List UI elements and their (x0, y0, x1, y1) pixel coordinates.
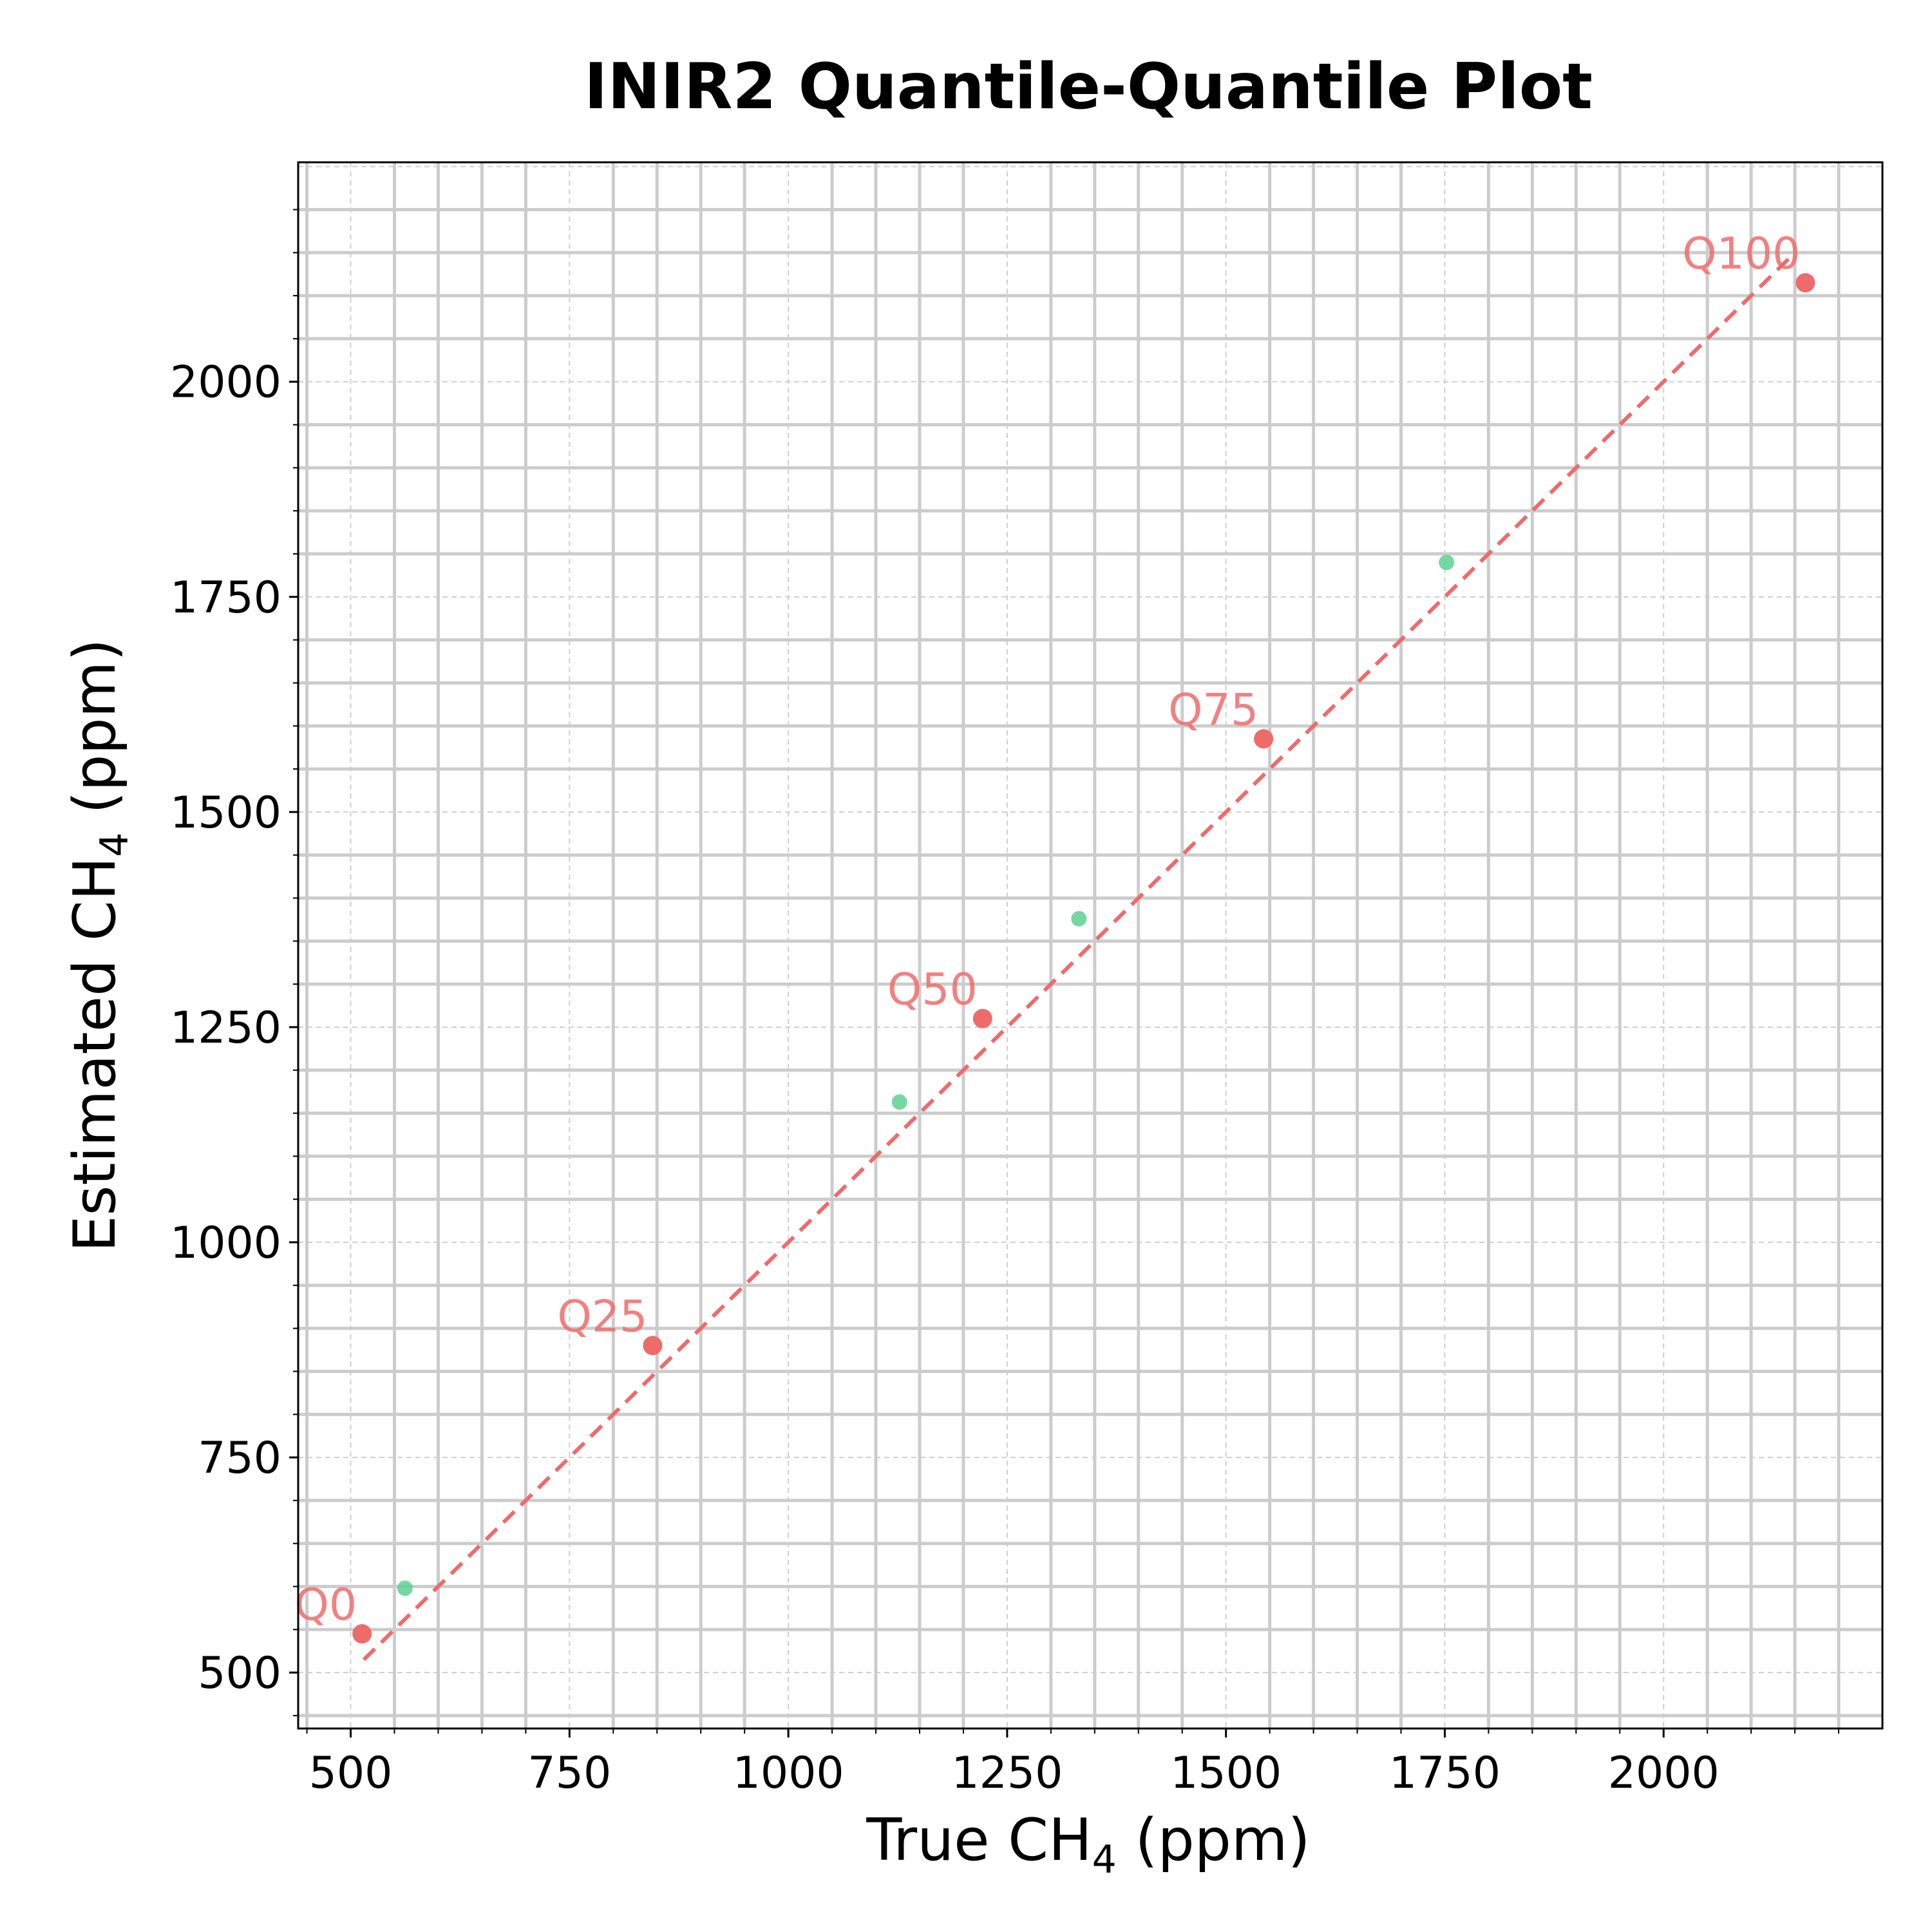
intermediate-point (397, 1580, 413, 1596)
y-tick-label: 500 (198, 1648, 281, 1699)
y-tick-label: 750 (198, 1433, 281, 1484)
x-tick-label: 1000 (733, 1748, 844, 1799)
reference-line-layer (362, 251, 1797, 1662)
axis-ticks: 500 750 1000 1250 1500 1750 2000 500 750 1000 1250… (170, 209, 1840, 1799)
reference-line (362, 251, 1797, 1662)
quantile-point-q25 (643, 1336, 663, 1356)
intermediate-point (891, 1094, 907, 1110)
quantile-label-q100: Q100 (1682, 229, 1800, 279)
quantile-label-q50: Q50 (887, 965, 978, 1016)
y-tick-label: 1500 (170, 788, 281, 838)
y-tick-label: 1000 (170, 1218, 281, 1269)
data-points (352, 273, 1815, 1644)
quantile-labels: Q0 Q25 Q50 Q75 Q100 (294, 229, 1800, 1631)
intermediate-point (1071, 911, 1087, 927)
x-tick-label: 1500 (1170, 1748, 1282, 1799)
x-tick-label: 500 (309, 1748, 393, 1799)
chart-title: INIR2 Quantile-Quantile Plot (584, 50, 1593, 124)
x-tick-label: 2000 (1608, 1748, 1719, 1799)
x-axis-label: True CH4 (ppm) (866, 1806, 1310, 1882)
quantile-label-q25: Q25 (557, 1291, 647, 1342)
quantile-point-q75 (1254, 729, 1274, 749)
quantile-point-q100 (1795, 273, 1815, 293)
intermediate-point (1439, 554, 1455, 571)
x-tick-label: 1750 (1389, 1748, 1501, 1799)
quantile-point-q0 (352, 1624, 372, 1644)
y-tick-label: 1750 (170, 573, 281, 623)
quantile-point-q50 (972, 1009, 992, 1028)
y-tick-label: 2000 (170, 357, 281, 408)
y-tick-label: 1250 (170, 1003, 281, 1054)
x-tick-label: 750 (527, 1748, 611, 1799)
quantile-label-q0: Q0 (294, 1580, 357, 1631)
quantile-label-q75: Q75 (1168, 685, 1258, 735)
y-axis-label: Estimated CH4 (ppm) (61, 639, 137, 1253)
plot-frame (297, 161, 1884, 1730)
grid (298, 162, 1883, 1728)
x-tick-label: 1250 (951, 1748, 1063, 1799)
